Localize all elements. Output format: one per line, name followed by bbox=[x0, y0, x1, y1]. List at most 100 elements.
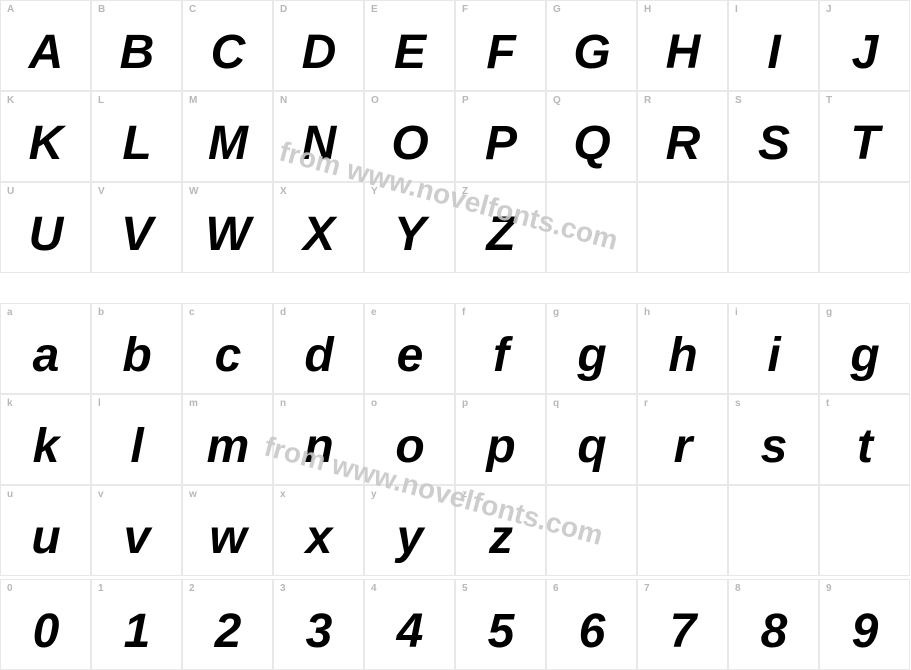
glyph-cell bbox=[819, 182, 910, 273]
cell-label: Y bbox=[371, 186, 378, 197]
cell-label: L bbox=[98, 95, 104, 106]
glyph: W bbox=[205, 206, 249, 261]
glyph-cell: SS bbox=[728, 91, 819, 182]
glyph-cell: LL bbox=[91, 91, 182, 182]
cell-label: 5 bbox=[462, 583, 468, 594]
cell-label: 1 bbox=[98, 583, 104, 594]
glyph-cell: PP bbox=[455, 91, 546, 182]
cell-label: 2 bbox=[189, 583, 195, 594]
glyph-cell: ZZ bbox=[455, 182, 546, 273]
glyph: r bbox=[674, 418, 692, 473]
cell-label: 4 bbox=[371, 583, 377, 594]
glyph-cell: 33 bbox=[273, 579, 364, 670]
glyph: X bbox=[303, 206, 334, 261]
glyph-row: 00112233445566778899 bbox=[0, 579, 911, 670]
glyph-cell: ww bbox=[182, 485, 273, 576]
glyph-cell bbox=[546, 485, 637, 576]
cell-label: e bbox=[371, 307, 377, 318]
cell-label: n bbox=[280, 398, 286, 409]
cell-label: H bbox=[644, 4, 651, 15]
glyph-cell: rr bbox=[637, 394, 728, 485]
glyph-cell: GG bbox=[546, 0, 637, 91]
glyph: E bbox=[394, 24, 425, 79]
glyph-cell: JJ bbox=[819, 0, 910, 91]
glyph: q bbox=[577, 418, 605, 473]
glyph: G bbox=[573, 24, 609, 79]
cell-label: z bbox=[462, 489, 467, 500]
glyph: p bbox=[486, 418, 514, 473]
cell-label: R bbox=[644, 95, 651, 106]
glyph-row: uuvvwwxxyyzz bbox=[0, 485, 911, 576]
cell-label: g bbox=[553, 307, 559, 318]
glyph: m bbox=[207, 418, 249, 473]
glyph: z bbox=[489, 509, 512, 564]
glyph: 2 bbox=[215, 603, 241, 658]
glyph-cell: EE bbox=[364, 0, 455, 91]
cell-label: k bbox=[7, 398, 13, 409]
glyph: 0 bbox=[33, 603, 59, 658]
glyph-cell: AA bbox=[0, 0, 91, 91]
glyph: Q bbox=[573, 115, 609, 170]
cell-label: D bbox=[280, 4, 287, 15]
cell-label: K bbox=[7, 95, 14, 106]
glyph: 5 bbox=[488, 603, 514, 658]
cell-label: S bbox=[735, 95, 742, 106]
glyph-cell: cc bbox=[182, 303, 273, 394]
cell-label: E bbox=[371, 4, 378, 15]
glyph: M bbox=[208, 115, 247, 170]
cell-label: c bbox=[189, 307, 195, 318]
cell-label: 8 bbox=[735, 583, 741, 594]
cell-label: s bbox=[735, 398, 741, 409]
glyph-cell: yy bbox=[364, 485, 455, 576]
glyph: S bbox=[758, 115, 789, 170]
glyph: t bbox=[857, 418, 872, 473]
glyph: h bbox=[668, 327, 696, 382]
glyph: 1 bbox=[124, 603, 150, 658]
glyph-cell: XX bbox=[273, 182, 364, 273]
cell-label: O bbox=[371, 95, 379, 106]
glyph-cell bbox=[546, 182, 637, 273]
cell-label: P bbox=[462, 95, 469, 106]
cell-label: V bbox=[98, 186, 105, 197]
glyph-cell: dd bbox=[273, 303, 364, 394]
glyph-cell: uu bbox=[0, 485, 91, 576]
cell-label: 0 bbox=[7, 583, 13, 594]
glyph-cell: 55 bbox=[455, 579, 546, 670]
cell-label: f bbox=[462, 307, 465, 318]
glyph-row: UUVVWWXXYYZZ bbox=[0, 182, 911, 273]
glyph: N bbox=[302, 115, 336, 170]
cell-label: M bbox=[189, 95, 197, 106]
glyph-cell: UU bbox=[0, 182, 91, 273]
cell-label: J bbox=[826, 4, 832, 15]
glyph-cell: 77 bbox=[637, 579, 728, 670]
glyph: k bbox=[33, 418, 59, 473]
glyph: 8 bbox=[761, 603, 787, 658]
cell-label: N bbox=[280, 95, 287, 106]
cell-label: T bbox=[826, 95, 832, 106]
glyph: J bbox=[852, 24, 878, 79]
cell-label: a bbox=[7, 307, 13, 318]
glyph-cell: DD bbox=[273, 0, 364, 91]
glyph-cell: zz bbox=[455, 485, 546, 576]
glyph: L bbox=[122, 115, 150, 170]
glyph-cell: 44 bbox=[364, 579, 455, 670]
glyph: D bbox=[302, 24, 336, 79]
glyph-cell bbox=[728, 485, 819, 576]
glyph: U bbox=[29, 206, 63, 261]
glyph-cell: 22 bbox=[182, 579, 273, 670]
glyph-cell: BB bbox=[91, 0, 182, 91]
glyph: o bbox=[395, 418, 423, 473]
cell-label: m bbox=[189, 398, 198, 409]
glyph-cell bbox=[728, 182, 819, 273]
cell-label: A bbox=[7, 4, 14, 15]
glyph-cell: xx bbox=[273, 485, 364, 576]
cell-label: u bbox=[7, 489, 13, 500]
cell-label: h bbox=[644, 307, 650, 318]
glyph-cell: ss bbox=[728, 394, 819, 485]
glyph-row: KKLLMMNNOOPPQQRRSSTT bbox=[0, 91, 911, 182]
glyph: R bbox=[666, 115, 700, 170]
font-specimen-grid: AABBCCDDEEFFGGHHIIJJKKLLMMNNOOPPQQRRSSTT… bbox=[0, 0, 911, 670]
glyph: s bbox=[761, 418, 787, 473]
glyph-cell: NN bbox=[273, 91, 364, 182]
glyph-cell: gg bbox=[546, 303, 637, 394]
